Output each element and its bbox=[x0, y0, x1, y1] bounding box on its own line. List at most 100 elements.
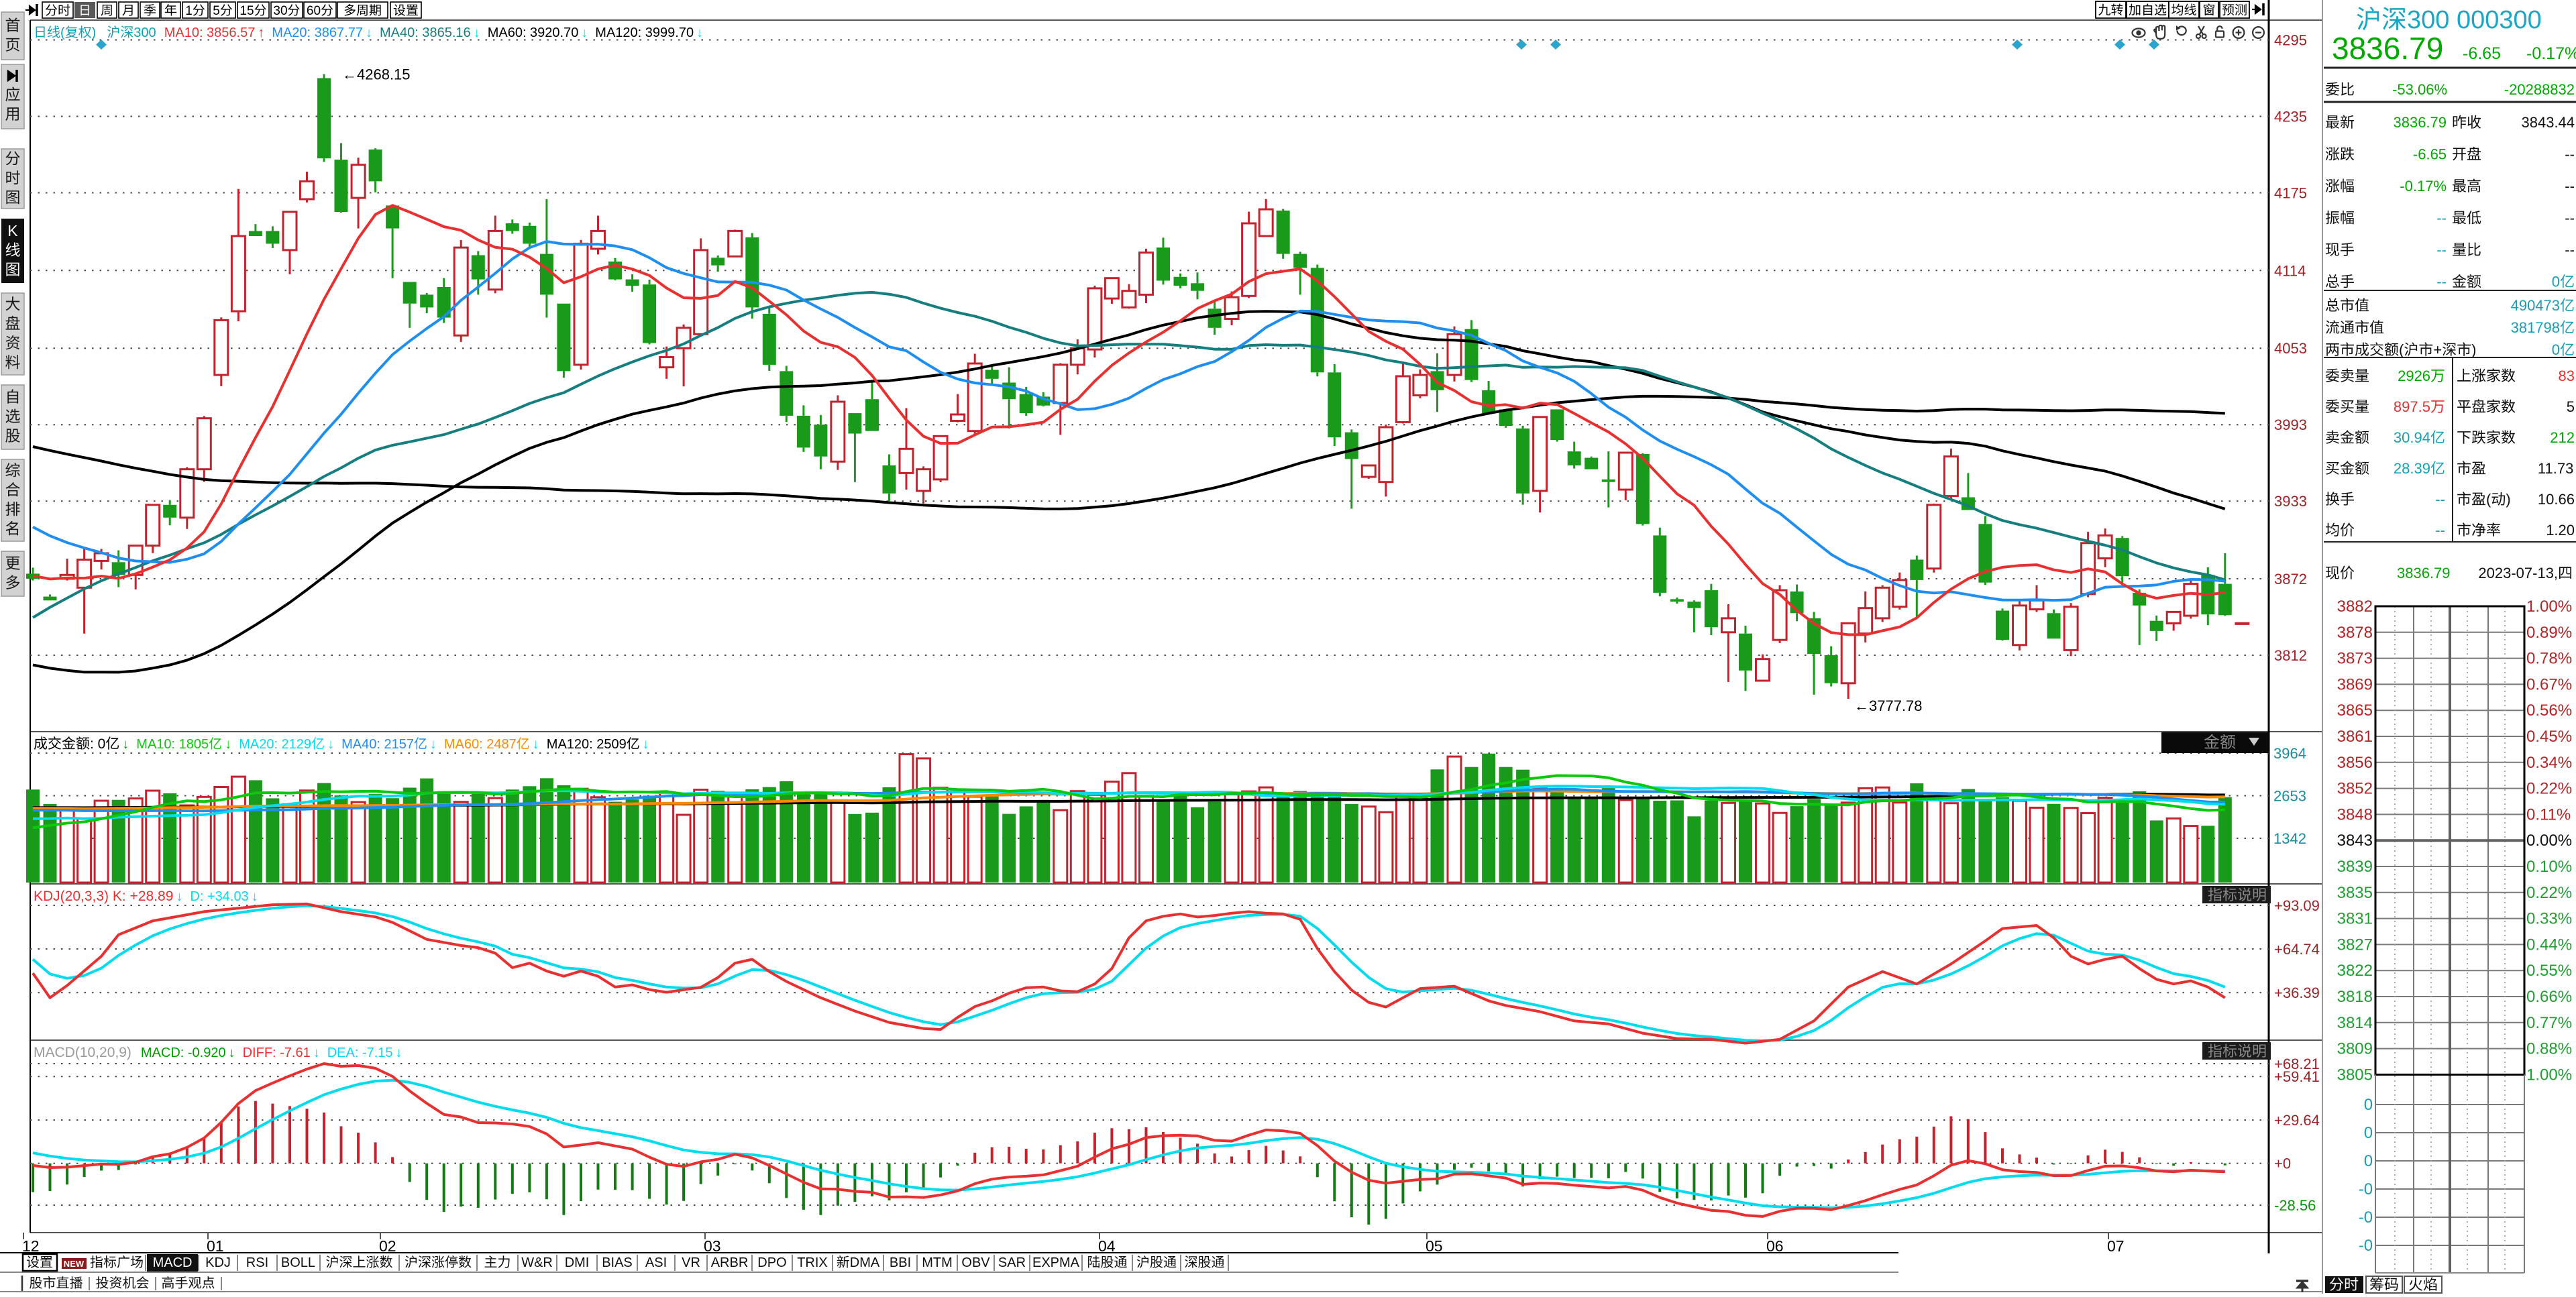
svg-text:12: 12 bbox=[22, 1237, 40, 1255]
svg-text:1.20: 1.20 bbox=[2546, 522, 2575, 539]
svg-text:↓: ↓ bbox=[533, 737, 539, 752]
svg-text:0.34%: 0.34% bbox=[2526, 754, 2572, 772]
svg-text:3836.79: 3836.79 bbox=[2394, 114, 2447, 131]
svg-text:+93.09: +93.09 bbox=[2274, 897, 2320, 914]
svg-text:0.44%: 0.44% bbox=[2526, 936, 2572, 954]
svg-text:11.73: 11.73 bbox=[2538, 460, 2573, 477]
svg-text:↓: ↓ bbox=[313, 1046, 320, 1060]
svg-text:DEA: -7.15: DEA: -7.15 bbox=[327, 1046, 393, 1060]
svg-text:212: 212 bbox=[2550, 429, 2575, 446]
svg-text:0: 0 bbox=[2364, 1096, 2373, 1114]
svg-text:-53.06%: -53.06% bbox=[2392, 81, 2447, 98]
svg-text:+36.39: +36.39 bbox=[2274, 984, 2320, 1001]
svg-text:-20288832: -20288832 bbox=[2504, 81, 2575, 98]
svg-text:BIAS: BIAS bbox=[602, 1255, 633, 1270]
svg-text:MACD: -0.920: MACD: -0.920 bbox=[141, 1046, 226, 1060]
svg-text:3814: 3814 bbox=[2337, 1014, 2373, 1032]
svg-text:0.10%: 0.10% bbox=[2526, 858, 2572, 876]
svg-text:3836.79: 3836.79 bbox=[2397, 565, 2451, 581]
svg-text:--: -- bbox=[2565, 146, 2575, 163]
svg-text:MA10: 3856.57: MA10: 3856.57 bbox=[164, 25, 256, 40]
svg-text:3869: 3869 bbox=[2337, 675, 2373, 693]
svg-text:↓: ↓ bbox=[366, 25, 372, 40]
svg-text:3805: 3805 bbox=[2337, 1066, 2373, 1084]
svg-text:MTM: MTM bbox=[922, 1255, 953, 1270]
svg-text:4235: 4235 bbox=[2274, 109, 2307, 125]
svg-text:MACD: MACD bbox=[153, 1255, 193, 1270]
svg-text:↓: ↓ bbox=[122, 737, 129, 752]
svg-text:3852: 3852 bbox=[2337, 780, 2373, 798]
svg-text:3822: 3822 bbox=[2337, 962, 2373, 980]
svg-text:K: K bbox=[7, 222, 18, 239]
svg-text:0.56%: 0.56% bbox=[2526, 701, 2572, 720]
svg-text:←3777.78: ←3777.78 bbox=[1854, 697, 1923, 714]
svg-text:28.39: 28.39 bbox=[2394, 460, 2430, 477]
svg-text:(: ( bbox=[2486, 491, 2491, 508]
svg-text:0: 0 bbox=[2552, 274, 2560, 290]
svg-text:↓: ↓ bbox=[225, 737, 231, 752]
svg-text:↓: ↓ bbox=[474, 25, 480, 40]
svg-text:0.45%: 0.45% bbox=[2526, 728, 2572, 746]
svg-text:↓: ↓ bbox=[229, 1046, 235, 1060]
svg-text:ARBR: ARBR bbox=[711, 1255, 749, 1270]
svg-text:--: -- bbox=[2436, 241, 2447, 258]
svg-text:04: 04 bbox=[1098, 1237, 1116, 1255]
svg-text:): ) bbox=[2506, 491, 2510, 508]
svg-text:3964: 3964 bbox=[2273, 745, 2306, 762]
svg-text:--: -- bbox=[2435, 491, 2445, 508]
svg-text:-0: -0 bbox=[2359, 1180, 2373, 1198]
svg-text:0.67%: 0.67% bbox=[2526, 675, 2572, 693]
svg-text:RSI: RSI bbox=[246, 1255, 268, 1270]
svg-text:MA60: 2487: MA60: 2487 bbox=[444, 737, 517, 752]
svg-text:5: 5 bbox=[213, 4, 220, 18]
svg-text:BOLL: BOLL bbox=[281, 1255, 315, 1270]
svg-text:-0: -0 bbox=[2359, 1208, 2373, 1227]
svg-text:3873: 3873 bbox=[2337, 650, 2373, 668]
svg-text:3993: 3993 bbox=[2274, 416, 2307, 433]
svg-text:TRIX: TRIX bbox=[797, 1255, 828, 1270]
svg-text:OBV: OBV bbox=[961, 1255, 990, 1270]
svg-text:↓: ↓ bbox=[327, 737, 334, 752]
svg-text:(: ( bbox=[60, 25, 65, 40]
svg-text:3843: 3843 bbox=[2337, 832, 2373, 850]
svg-text:0.66%: 0.66% bbox=[2526, 988, 2572, 1006]
svg-text:490473: 490473 bbox=[2511, 297, 2560, 314]
svg-text:3812: 3812 bbox=[2274, 647, 2307, 664]
svg-text:--: -- bbox=[2436, 210, 2447, 227]
svg-text:↓: ↓ bbox=[581, 25, 588, 40]
svg-text:+59.41: +59.41 bbox=[2274, 1068, 2320, 1085]
svg-text:--: -- bbox=[2436, 274, 2447, 290]
svg-text:EXPMA: EXPMA bbox=[1032, 1255, 1080, 1270]
svg-text:30.94: 30.94 bbox=[2394, 429, 2430, 446]
svg-text:3861: 3861 bbox=[2337, 728, 2373, 746]
svg-text:0.77%: 0.77% bbox=[2526, 1014, 2572, 1032]
svg-text:MA40: 3865.16: MA40: 3865.16 bbox=[380, 25, 471, 40]
svg-text:0.11%: 0.11% bbox=[2526, 805, 2571, 824]
svg-text:3818: 3818 bbox=[2337, 988, 2373, 1006]
svg-text:DIFF: -7.61: DIFF: -7.61 bbox=[243, 1046, 311, 1060]
svg-text:+64.74: +64.74 bbox=[2274, 941, 2320, 958]
svg-text:VR: VR bbox=[682, 1255, 700, 1270]
svg-text:(: ( bbox=[2399, 341, 2404, 358]
svg-text:↓: ↓ bbox=[643, 737, 649, 752]
svg-text:-0: -0 bbox=[2359, 1237, 2373, 1255]
svg-text:0.33%: 0.33% bbox=[2526, 910, 2572, 928]
svg-text:--: -- bbox=[2435, 522, 2445, 539]
svg-text:↓: ↓ bbox=[176, 889, 182, 904]
svg-text:07: 07 bbox=[2107, 1237, 2125, 1255]
svg-text:0: 0 bbox=[2364, 1124, 2373, 1142]
svg-text:3831: 3831 bbox=[2337, 910, 2373, 928]
svg-text:3856: 3856 bbox=[2337, 754, 2373, 772]
svg-text:--: -- bbox=[2565, 241, 2575, 258]
svg-text:-0.17%: -0.17% bbox=[2400, 178, 2447, 194]
svg-text:3827: 3827 bbox=[2337, 936, 2373, 954]
svg-text:3878: 3878 bbox=[2337, 624, 2373, 642]
svg-text:1342: 1342 bbox=[2273, 830, 2306, 847]
svg-text:01: 01 bbox=[207, 1237, 224, 1255]
svg-text:MA120: 3999.70: MA120: 3999.70 bbox=[595, 25, 694, 40]
svg-text:↑: ↑ bbox=[258, 25, 264, 40]
svg-text:03: 03 bbox=[704, 1237, 721, 1255]
svg-text:0: 0 bbox=[2364, 1152, 2373, 1170]
svg-text:SAR: SAR bbox=[998, 1255, 1026, 1270]
svg-text:DMA: DMA bbox=[850, 1255, 880, 1270]
